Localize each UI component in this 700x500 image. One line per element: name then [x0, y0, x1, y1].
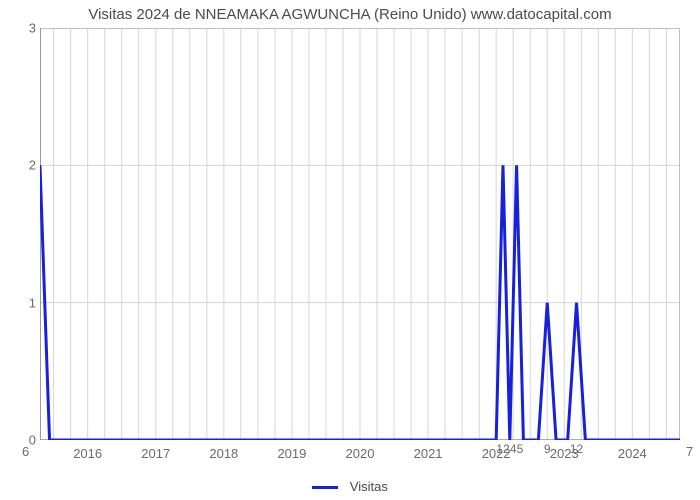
value-label: 12: [570, 442, 583, 456]
x-tick-label: 2020: [346, 446, 375, 461]
y-tick-label: 3: [10, 21, 36, 36]
x-tick-label: 2018: [209, 446, 238, 461]
x-tick-label: 2021: [414, 446, 443, 461]
x-tick-label: 2019: [277, 446, 306, 461]
x-tick-label: 2016: [73, 446, 102, 461]
legend-swatch: [312, 486, 338, 489]
x-tick-label: 2024: [618, 446, 647, 461]
y-tick-label: 2: [10, 158, 36, 173]
y-tick-label: 1: [10, 295, 36, 310]
legend-label: Visitas: [350, 479, 388, 494]
legend: Visitas: [0, 479, 700, 494]
value-label: 12: [496, 442, 509, 456]
value-label: 45: [510, 442, 523, 456]
chart-svg: [40, 28, 680, 440]
value-label: 9: [544, 442, 551, 456]
plot-area: 0123 20162017201820192020202120222023202…: [40, 28, 680, 440]
corner-bottom-right: 7: [686, 444, 693, 459]
x-tick-label: 2017: [141, 446, 170, 461]
corner-bottom-left: 6: [22, 444, 29, 459]
chart-title: Visitas 2024 de NNEAMAKA AGWUNCHA (Reino…: [0, 6, 700, 23]
